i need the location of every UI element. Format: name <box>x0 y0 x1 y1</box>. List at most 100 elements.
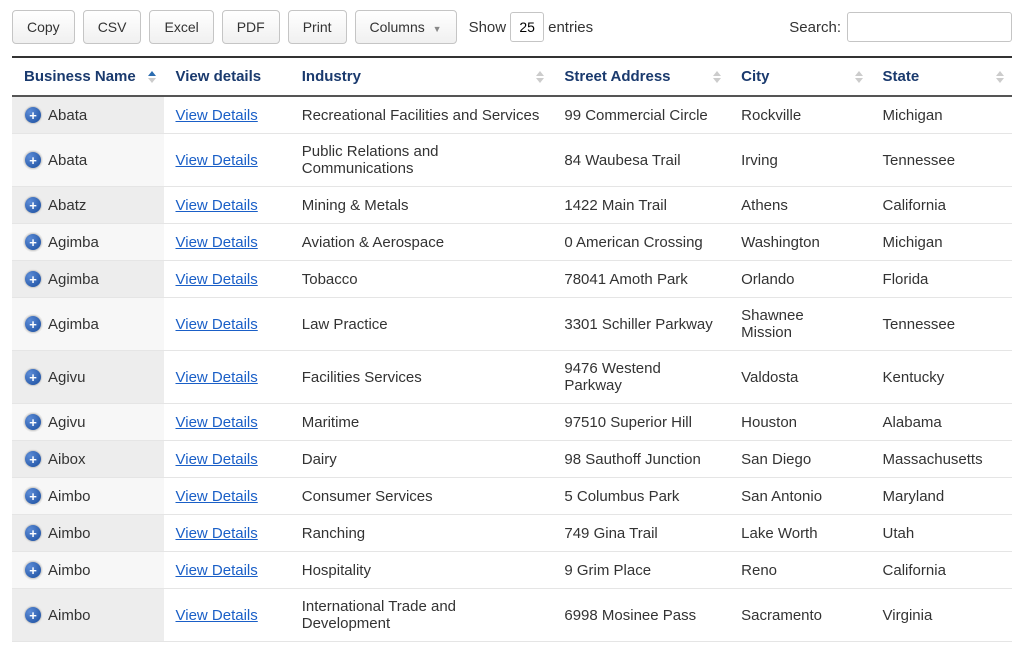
cell-city: Valdosta <box>729 351 870 404</box>
view-details-link[interactable]: View Details <box>176 369 258 386</box>
cell-state: Massachusetts <box>871 441 1012 478</box>
cell-industry: Maritime <box>290 404 553 441</box>
view-details-link[interactable]: View Details <box>176 197 258 214</box>
cell-state: California <box>871 552 1012 589</box>
view-details-link[interactable]: View Details <box>176 414 258 431</box>
columns-label: Columns <box>370 19 425 35</box>
column-label: Industry <box>302 68 361 85</box>
expand-row-icon[interactable]: + <box>24 196 42 214</box>
cell-view-details: View Details <box>164 515 290 552</box>
cell-business-name: + Aimbo <box>12 589 164 642</box>
cell-state: California <box>871 187 1012 224</box>
column-header-city[interactable]: City <box>729 57 870 96</box>
table-row: +AiboxView DetailsDairy98 Sauthoff Junct… <box>12 441 1012 478</box>
cell-state: Virginia <box>871 589 1012 642</box>
columns-button[interactable]: Columns ▼ <box>355 10 457 44</box>
business-name-text: Abatz <box>48 197 86 214</box>
business-name-text: Aimbo <box>48 607 91 624</box>
expand-row-icon[interactable]: + <box>24 315 42 333</box>
excel-button[interactable]: Excel <box>149 10 213 44</box>
column-header-business_name[interactable]: Business Name <box>12 57 164 96</box>
view-details-link[interactable]: View Details <box>176 316 258 333</box>
entries-input[interactable] <box>510 12 544 42</box>
cell-business-name: +Agivu <box>12 404 164 441</box>
cell-city: Lake Worth <box>729 515 870 552</box>
expand-row-icon[interactable]: + <box>24 106 42 124</box>
data-table: Business Name View details Industry Street … <box>12 56 1012 642</box>
cell-street-address: 1422 Main Trail <box>552 187 729 224</box>
cell-state: Alabama <box>871 404 1012 441</box>
cell-view-details: View Details <box>164 224 290 261</box>
table-row: +AgimbaView DetailsTobacco78041 Amoth Pa… <box>12 261 1012 298</box>
view-details-link[interactable]: View Details <box>176 562 258 579</box>
cell-view-details: View Details <box>164 96 290 134</box>
column-label: Street Address <box>564 68 670 85</box>
cell-state: Florida <box>871 261 1012 298</box>
expand-row-icon[interactable]: + <box>24 151 42 169</box>
business-name-text: Abata <box>48 107 87 124</box>
cell-industry: Aviation & Aerospace <box>290 224 553 261</box>
column-header-state[interactable]: State <box>871 57 1012 96</box>
cell-state: Utah <box>871 515 1012 552</box>
search-label: Search: <box>789 19 841 36</box>
print-button[interactable]: Print <box>288 10 347 44</box>
column-header-industry[interactable]: Industry <box>290 57 553 96</box>
cell-industry: Dairy <box>290 441 553 478</box>
cell-industry: Hospitality <box>290 552 553 589</box>
search-input[interactable] <box>847 12 1012 42</box>
cell-state: Michigan <box>871 224 1012 261</box>
expand-row-icon[interactable]: + <box>24 270 42 288</box>
expand-row-icon[interactable]: + <box>24 368 42 386</box>
expand-row-icon[interactable]: + <box>24 561 42 579</box>
column-label: City <box>741 68 769 85</box>
toolbar: Copy CSV Excel PDF Print Columns ▼ Show … <box>12 10 1012 44</box>
cell-industry: Public Relations and Communications <box>290 134 553 187</box>
view-details-link[interactable]: View Details <box>176 525 258 542</box>
cell-city: Orlando <box>729 261 870 298</box>
view-details-link[interactable]: View Details <box>176 152 258 169</box>
column-label: State <box>883 68 920 85</box>
cell-business-name: + Abata <box>12 96 164 134</box>
cell-street-address: 9476 Westend Parkway <box>552 351 729 404</box>
cell-city: San Diego <box>729 441 870 478</box>
cell-street-address: 99 Commercial Circle <box>552 96 729 134</box>
view-details-link[interactable]: View Details <box>176 488 258 505</box>
cell-city: San Antonio <box>729 478 870 515</box>
table-row: +AimboView DetailsInternational Trade an… <box>12 589 1012 642</box>
table-row: +AbataView DetailsRecreational Facilitie… <box>12 96 1012 134</box>
table-row: +AgimbaView DetailsLaw Practice3301 Schi… <box>12 298 1012 351</box>
table-row: +Agivu View Details Maritime97510 Superior… <box>12 404 1012 441</box>
column-header-street_address[interactable]: Street Address <box>552 57 729 96</box>
cell-industry: Tobacco <box>290 261 553 298</box>
cell-business-name: +Agivu <box>12 351 164 404</box>
cell-state: Tennessee <box>871 134 1012 187</box>
expand-row-icon[interactable]: + <box>24 524 42 542</box>
cell-view-details: View Details <box>164 404 290 441</box>
expand-row-icon[interactable]: + <box>24 233 42 251</box>
cell-industry: Mining & Metals <box>290 187 553 224</box>
view-details-link[interactable]: View Details <box>176 107 258 124</box>
cell-business-name: +Aimbo <box>12 552 164 589</box>
sort-icon <box>996 71 1004 83</box>
expand-row-icon[interactable]: + <box>24 413 42 431</box>
table-row: +AimboView DetailsRanching749 Gina Trail… <box>12 515 1012 552</box>
view-details-link[interactable]: View Details <box>176 607 258 624</box>
csv-button[interactable]: CSV <box>83 10 142 44</box>
expand-row-icon[interactable]: + <box>24 606 42 624</box>
view-details-link[interactable]: View Details <box>176 451 258 468</box>
copy-button[interactable]: Copy <box>12 10 75 44</box>
cell-business-name: +Agimba <box>12 261 164 298</box>
expand-row-icon[interactable]: + <box>24 450 42 468</box>
pdf-button[interactable]: PDF <box>222 10 280 44</box>
cell-industry: Ranching <box>290 515 553 552</box>
business-name-text: Aimbo <box>48 525 91 542</box>
view-details-link[interactable]: View Details <box>176 234 258 251</box>
view-details-link[interactable]: View Details <box>176 271 258 288</box>
cell-street-address: 97510 Superior Hill <box>552 404 729 441</box>
cell-street-address: 98 Sauthoff Junction <box>552 441 729 478</box>
column-header-view_details[interactable]: View details <box>164 57 290 96</box>
entries-control: Show entries <box>469 12 594 42</box>
show-prefix: Show <box>469 19 507 36</box>
expand-row-icon[interactable]: + <box>24 487 42 505</box>
column-label: Business Name <box>24 68 136 85</box>
